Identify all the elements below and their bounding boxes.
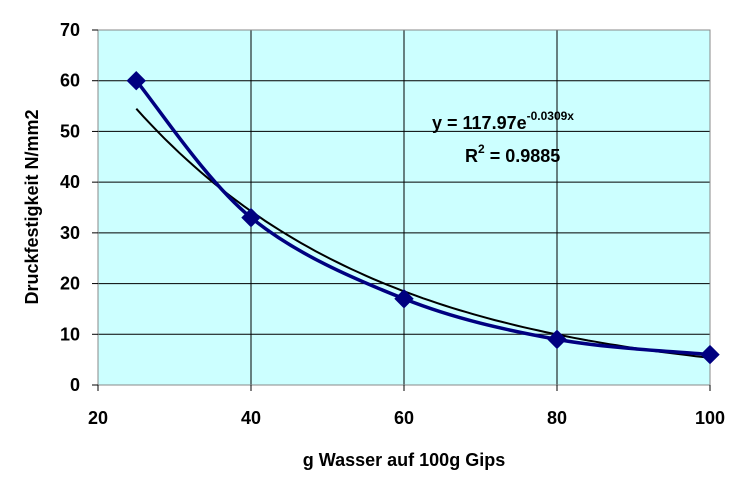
trendline-layer <box>135 108 711 359</box>
series-layer <box>126 71 720 365</box>
r-squared-exponent: 2 <box>478 142 485 156</box>
y-tick-label-5: 50 <box>60 121 80 141</box>
y-tick-label-1: 10 <box>60 324 80 344</box>
data-point-0-1 <box>241 207 261 228</box>
x-axis: 20 40 60 80 100 <box>88 385 725 428</box>
y-tick-label-7: 70 <box>60 20 80 40</box>
y-tick-label-3: 30 <box>60 223 80 243</box>
r-squared: R2 = 0.9885 <box>465 142 560 166</box>
gridlines <box>97 29 711 386</box>
r-squared-value: = 0.9885 <box>485 146 561 166</box>
data-point-0-4 <box>700 344 720 365</box>
x-tick-label-0: 20 <box>88 408 108 428</box>
y-tick-label-0: 0 <box>70 375 80 395</box>
r-squared-prefix: R <box>465 146 478 166</box>
trendline <box>135 108 711 359</box>
trendline-equation: y = 117.97e-0.0309x <box>432 109 574 133</box>
y-axis: 0 10 20 30 40 50 60 70 <box>60 20 98 395</box>
data-point-0-2 <box>394 289 414 309</box>
y-tick-label-4: 40 <box>60 172 80 192</box>
y-tick-label-6: 60 <box>60 71 80 91</box>
x-tick-label-2: 60 <box>394 408 414 428</box>
x-tick-label-1: 40 <box>241 408 261 428</box>
equation-base: y = 117.97e <box>432 113 527 133</box>
x-axis-title: g Wasser auf 100g Gips <box>303 450 505 470</box>
equation-exponent: -0.0309x <box>527 109 575 123</box>
y-axis-title: Druckfestigkeit N/mm2 <box>22 109 42 304</box>
x-tick-label-3: 80 <box>547 408 567 428</box>
x-tick-label-4: 100 <box>695 408 725 428</box>
y-tick-label-2: 20 <box>60 274 80 294</box>
data-point-0-0 <box>126 71 146 91</box>
data-point-0-3 <box>547 329 567 350</box>
